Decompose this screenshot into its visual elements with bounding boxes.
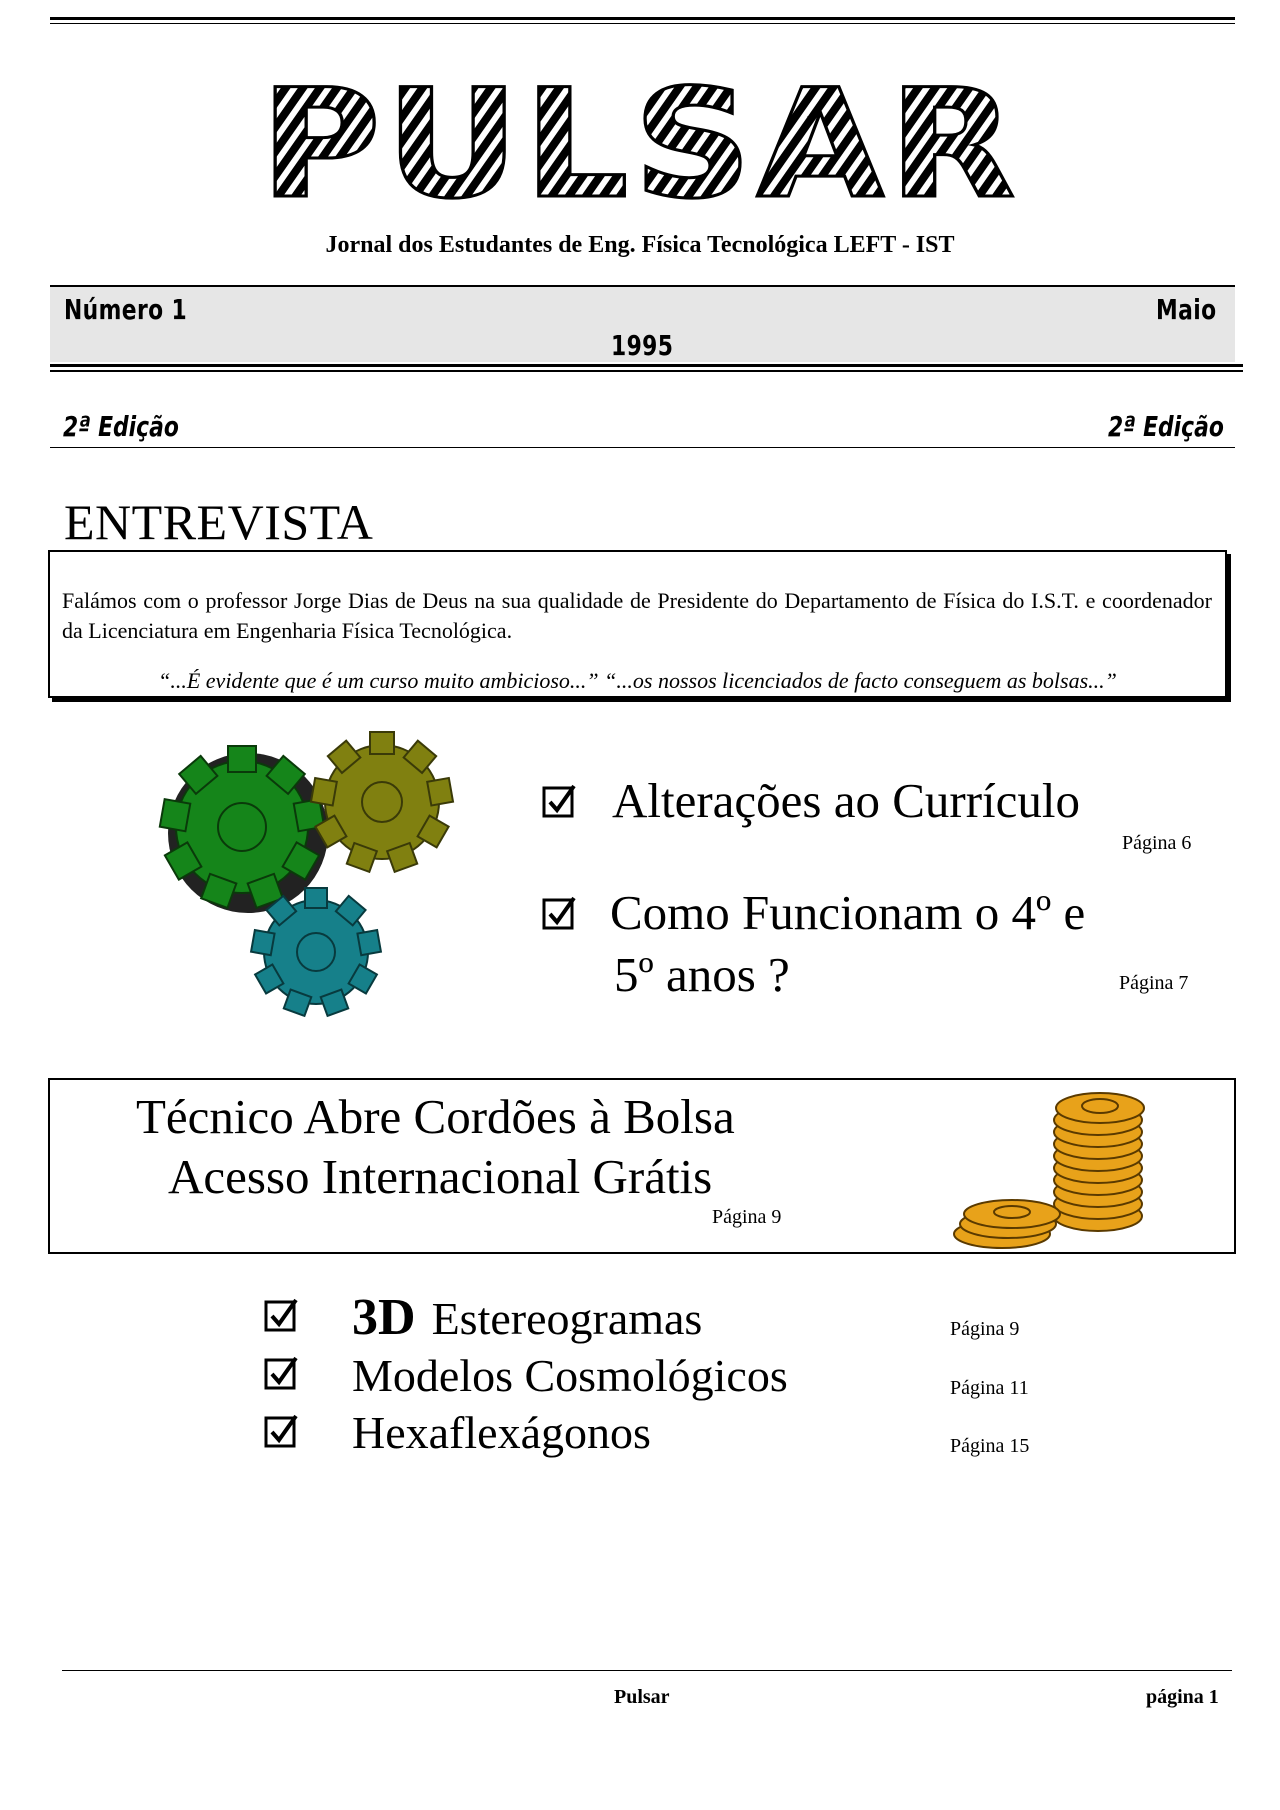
bolsa-page: Página 9 (712, 1206, 782, 1228)
featured-page-curriculo: Página 6 (1122, 832, 1192, 854)
issue-bar-top-rule (50, 285, 1235, 287)
interview-box: Falámos com o professor Jorge Dias de De… (48, 550, 1227, 698)
issue-bar: Número 1 Maio 1995 (50, 287, 1235, 362)
list-page-modelos: Página 11 (950, 1377, 1029, 1399)
checkbox-icon (264, 1414, 298, 1448)
list-page-estereogramas: Página 9 (950, 1318, 1020, 1340)
footer-rule (62, 1670, 1232, 1671)
interview-text: Falámos com o professor Jorge Dias de De… (62, 588, 1212, 643)
checkbox-icon (264, 1356, 298, 1390)
list-item-modelos: Modelos Cosmológicos (352, 1350, 788, 1401)
featured-item-anos-line2: 5º anos ? (614, 947, 790, 1002)
pulsar-logo: PULSAR (259, 76, 1020, 206)
gear-icon-teal (249, 887, 383, 1018)
bolsa-headline-2: Acesso Internacional Grátis (168, 1149, 713, 1204)
featured-item-anos-line1: Como Funcionam o 4º e (610, 885, 1086, 940)
featured-page-anos: Página 7 (1119, 972, 1189, 994)
list-page-hexaflexagonos: Página 15 (950, 1435, 1030, 1457)
edition-rule (50, 447, 1235, 448)
list-item-3d-label: 3D (352, 1289, 416, 1346)
checkbox-icon (264, 1298, 298, 1332)
top-rule-thick (50, 17, 1235, 20)
list-item-estereogramas: 3D Estereogramas (352, 1288, 702, 1347)
edition-left: 2ª Edição (63, 410, 179, 443)
issue-number: Número 1 (64, 293, 188, 326)
bolsa-box: Técnico Abre Cordões à Bolsa Acesso Inte… (48, 1078, 1236, 1254)
checkbox-icon (542, 896, 576, 930)
coins-icon (953, 1092, 1145, 1249)
issue-bar-bottom-rule-thick (50, 364, 1243, 367)
footer-title: Pulsar (614, 1686, 670, 1708)
top-rule-thin (50, 23, 1235, 24)
issue-year: 1995 (611, 329, 674, 362)
issue-bar-bottom-rule-thin (50, 370, 1243, 372)
masthead-title: PULSAR (260, 76, 1020, 206)
list-item-label: Estereogramas (431, 1293, 703, 1344)
featured-item-curriculo: Alterações ao Currículo (612, 773, 1081, 828)
list-item-hexaflexagonos: Hexaflexágonos (352, 1407, 651, 1458)
bolsa-headline-1: Técnico Abre Cordões à Bolsa (136, 1089, 735, 1144)
masthead-subtitle: Jornal dos Estudantes de Eng. Física Tec… (325, 232, 955, 258)
gears-illustration (158, 731, 455, 1018)
checkbox-icon (542, 784, 576, 818)
gear-icon-olive (309, 731, 455, 874)
gear-icon-green (158, 745, 328, 913)
edition-right: 2ª Edição (1108, 410, 1224, 443)
issue-month: Maio (1156, 293, 1217, 326)
footer-page-number: página 1 (1146, 1686, 1219, 1708)
interview-quote: “...É evidente que é um curso muito ambi… (158, 668, 1117, 693)
interview-heading: ENTREVISTA (64, 494, 374, 550)
